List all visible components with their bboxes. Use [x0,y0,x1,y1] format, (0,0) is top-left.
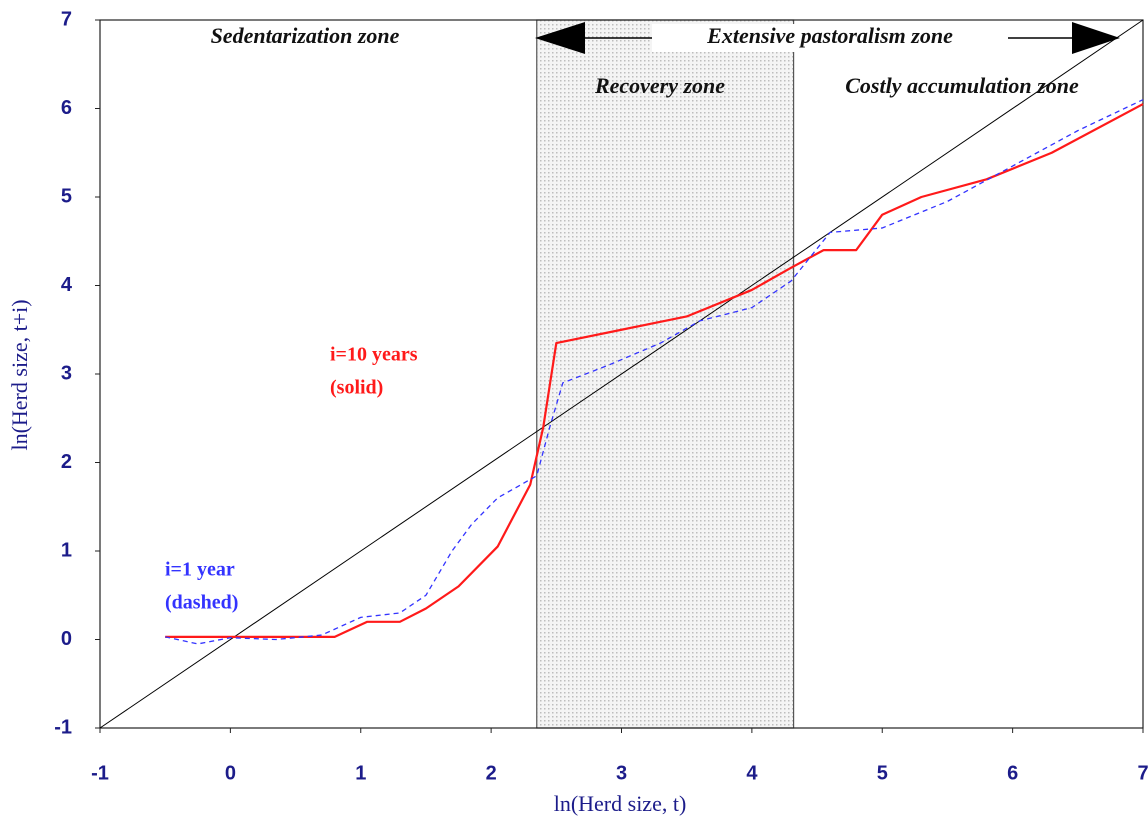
y-tick-label: 1 [61,539,72,561]
x-tick-label: 7 [1137,762,1148,784]
x-axis-title: ln(Herd size, t) [554,791,687,816]
annotation: i=10 years [330,344,418,366]
series-line [165,99,1144,645]
annotation: (solid) [330,377,383,399]
y-tick-label: 6 [61,97,72,119]
x-tick-label: 4 [746,762,758,784]
y-tick-label: 5 [61,185,72,207]
arrow-head-left [535,22,585,54]
y-tick-label: 4 [61,274,73,296]
y-tick-label: 2 [61,451,72,473]
x-tick-label: 0 [225,762,236,784]
annotation-background [652,24,1008,52]
x-tick-label: 3 [616,762,627,784]
y-tick-label: 7 [61,8,72,30]
reference-line [99,19,1144,729]
y-tick-label: -1 [54,716,72,738]
y-tick-label: 0 [61,628,72,650]
shaded-zone [536,19,795,729]
x-tick-label: 5 [877,762,888,784]
x-tick-label: 1 [355,762,366,784]
arrow-head-right [1072,22,1120,54]
annotation: Sedentarization zone [211,23,400,48]
x-tick-label: -1 [91,762,109,784]
annotation: i=1 year [165,559,235,581]
x-tick-label: 2 [486,762,497,784]
annotation: Recovery zone [594,73,725,98]
x-tick-label: 6 [1007,762,1018,784]
annotation: (dashed) [165,592,238,614]
annotation: Costly accumulation zone [845,73,1079,98]
y-axis-title: ln(Herd size, t+i) [7,299,32,450]
series-line [165,103,1144,638]
annotation: Extensive pastoralism zone [706,23,953,48]
y-tick-label: 3 [61,362,72,384]
